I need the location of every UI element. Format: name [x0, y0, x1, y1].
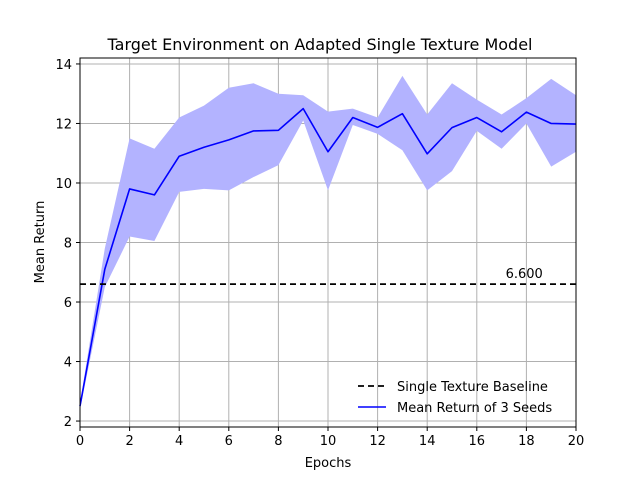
- x-tick-label: 14: [419, 434, 436, 449]
- y-tick-label: 6: [64, 296, 72, 311]
- legend: Single Texture Baseline Mean Return of 3 …: [358, 380, 552, 416]
- x-tick-label: 0: [76, 434, 84, 449]
- x-tick-label: 18: [518, 434, 535, 449]
- x-tick-label: 12: [369, 434, 386, 449]
- mean-return-line: [79, 107, 577, 407]
- baseline-value-annotation: 6.600: [506, 267, 543, 282]
- x-tick-label: 8: [274, 434, 282, 449]
- x-tick-label: 16: [469, 434, 486, 449]
- legend-label: Mean Return of 3 Seeds: [397, 401, 552, 416]
- y-tick-label: 12: [55, 117, 72, 132]
- x-tick-label: 10: [320, 434, 337, 449]
- y-tick-label: 4: [64, 356, 72, 371]
- confidence-band: [80, 75, 576, 410]
- annotation-layer: 6.600: [506, 267, 543, 282]
- x-tick-label: 2: [125, 434, 133, 449]
- y-axis-label: Mean Return: [33, 201, 48, 284]
- x-tick-label: 4: [175, 434, 183, 449]
- x-tick-label: 6: [225, 434, 233, 449]
- y-tick-label: 10: [55, 177, 72, 192]
- chart-title: Target Environment on Adapted Single Tex…: [107, 35, 533, 54]
- series-line-layer: [79, 107, 577, 407]
- y-tick-label: 14: [55, 58, 72, 73]
- confidence-band-layer: [80, 75, 576, 410]
- y-tick-label: 8: [64, 237, 72, 252]
- y-tick-label: 2: [64, 415, 72, 430]
- legend-label: Single Texture Baseline: [397, 380, 548, 395]
- x-tick-label: 20: [568, 434, 585, 449]
- x-axis-label: Epochs: [305, 456, 352, 471]
